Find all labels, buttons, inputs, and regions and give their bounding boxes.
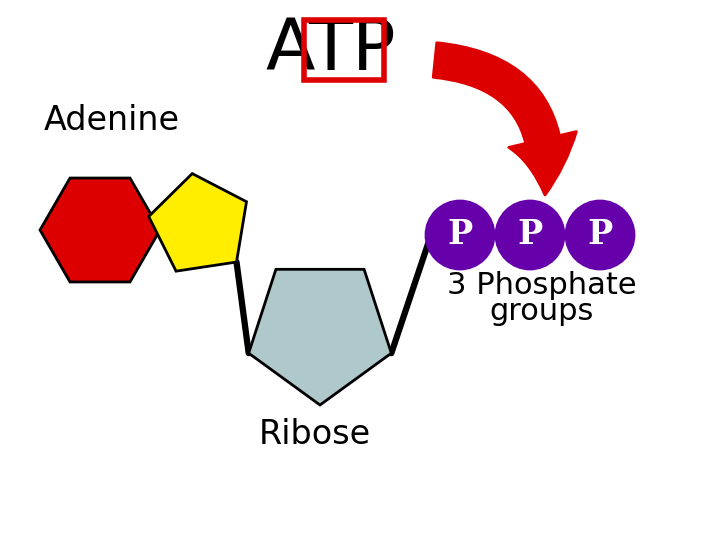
Polygon shape <box>149 173 246 271</box>
Text: P: P <box>447 219 472 252</box>
Text: Ribose: Ribose <box>259 418 371 451</box>
Circle shape <box>566 201 634 269</box>
Text: P: P <box>518 219 543 252</box>
Text: groups: groups <box>490 298 594 327</box>
Circle shape <box>496 201 564 269</box>
Polygon shape <box>40 178 160 282</box>
Circle shape <box>426 201 494 269</box>
Text: P: P <box>588 219 613 252</box>
Text: 3 Phosphate: 3 Phosphate <box>447 271 636 300</box>
Text: A: A <box>265 16 315 84</box>
FancyArrowPatch shape <box>433 43 577 195</box>
Text: TP: TP <box>308 16 395 84</box>
Text: Adenine: Adenine <box>44 104 180 137</box>
Polygon shape <box>248 269 392 405</box>
